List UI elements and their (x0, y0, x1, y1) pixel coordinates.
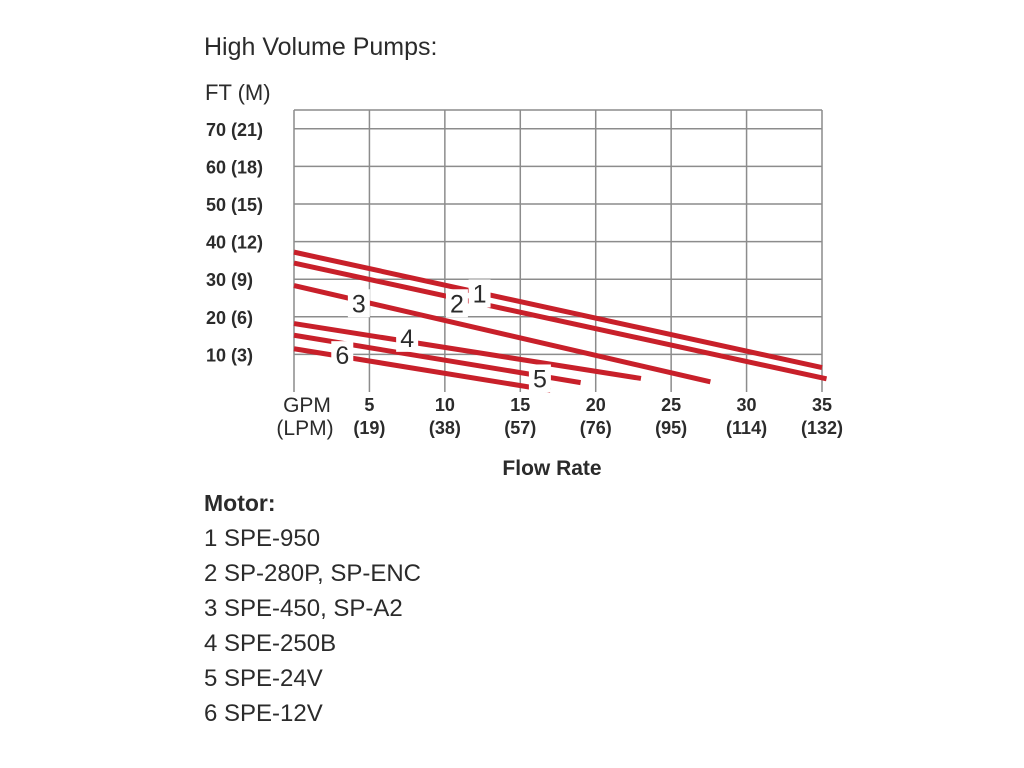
x-axis-title: Flow Rate (502, 457, 601, 480)
curve-label-bg (468, 279, 491, 308)
x-unit-label-primary: GPM (283, 394, 331, 417)
pump-curve-4 (293, 321, 642, 381)
curve-label-bg (347, 289, 370, 318)
x-tick-label: 15 (510, 395, 530, 415)
curve-label-5: 5 (533, 365, 547, 393)
x-tick-label: 20 (586, 395, 606, 415)
y-tick-label: 30 (9) (206, 270, 253, 290)
x-tick-label: 25 (661, 395, 681, 415)
pump-curve-chart: 10 (3) 20 (6) 30 (9) 40 (12) 50 (15) 60 (18) 7… (205, 80, 843, 480)
x-tick-sublabel: (132) (801, 418, 843, 438)
legend-item-1: 1 SPE-950 (204, 525, 321, 552)
legend-heading: Motor: (204, 490, 276, 516)
x-tick-sublabel: (57) (504, 418, 536, 438)
x-tick-sublabel: (76) (580, 418, 612, 438)
curve-label-bg (331, 341, 354, 370)
chart-title: High Volume Pumps: (204, 33, 438, 61)
x-tick-label: 5 (364, 395, 374, 415)
y-unit-label: FT (M) (205, 80, 271, 105)
x-tick-label: 35 (812, 395, 832, 415)
curve-label-bg (528, 364, 551, 393)
curve-label-4: 4 (400, 325, 414, 353)
legend-item-4: 4 SPE-250B (204, 630, 337, 657)
y-tick-label: 10 (3) (206, 345, 253, 365)
curve-label-2: 2 (450, 290, 464, 318)
y-tick-label: 60 (18) (206, 157, 263, 177)
x-unit-label-secondary: (LPM) (276, 417, 333, 440)
y-tick-label: 50 (15) (206, 195, 263, 215)
y-tick-label: 40 (12) (206, 233, 263, 253)
pump-curve-2 (293, 260, 828, 382)
pump-curve-1 (293, 249, 823, 371)
motor-legend: Motor: 1 SPE-950 2 SP-280P, SP-ENC 3 SPE… (204, 490, 421, 731)
curve-label-bg (445, 289, 468, 318)
x-tick-label: 30 (737, 395, 757, 415)
x-tick-sublabel: (114) (726, 418, 767, 438)
x-tick-label: 10 (435, 395, 455, 415)
y-tick-label: 20 (6) (206, 308, 253, 328)
x-tick-sublabel: (95) (655, 418, 687, 438)
legend-item-6: 6 SPE-12V (204, 700, 323, 727)
y-tick-label: 70 (21) (206, 120, 263, 140)
legend-item-3: 3 SPE-450, SP-A2 (204, 595, 403, 622)
legend-item-2: 2 SP-280P, SP-ENC (204, 560, 421, 587)
x-tick-sublabel: (19) (353, 418, 385, 438)
curve-label-bg (396, 323, 419, 352)
x-tick-sublabel: (38) (429, 418, 461, 438)
curve-label-1: 1 (473, 280, 487, 308)
curve-label-3: 3 (352, 290, 366, 318)
legend-item-5: 5 SPE-24V (204, 665, 323, 692)
curve-label-6: 6 (335, 342, 349, 370)
